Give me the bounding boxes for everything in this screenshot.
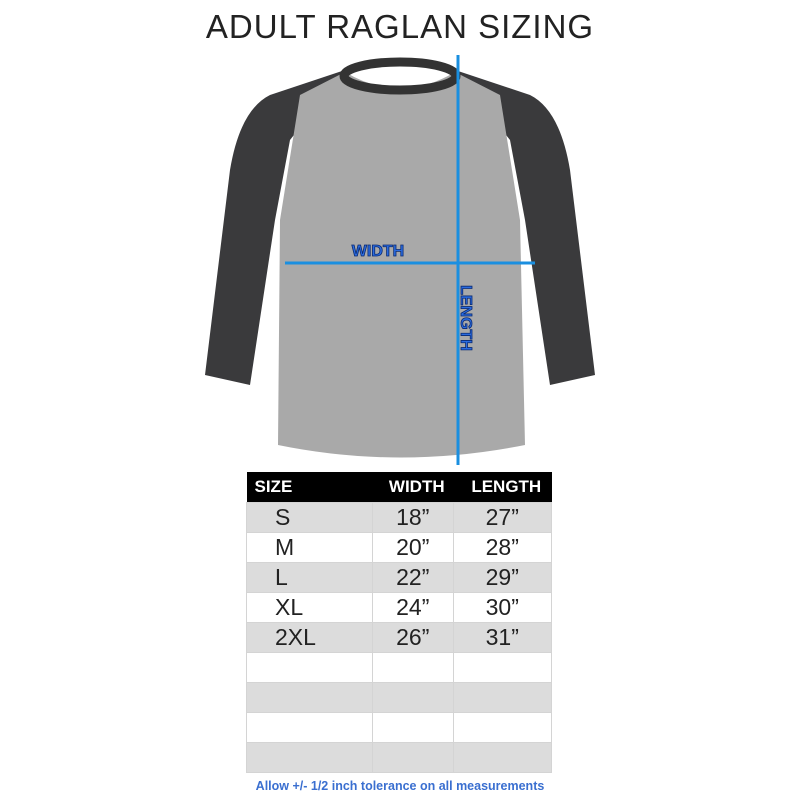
width-cell: 20” [372, 532, 454, 563]
width-cell [372, 682, 454, 713]
size-cell: L [246, 562, 373, 593]
size-cell: 2XL [246, 622, 373, 653]
size-cell [246, 712, 373, 743]
length-cell [452, 712, 553, 743]
length-label: LENGTH [457, 285, 474, 351]
table-header: SIZE WIDTH LENGTH [246, 472, 552, 503]
length-cell: 30” [452, 592, 553, 623]
page-title: ADULT RAGLAN SIZING [205, 8, 595, 45]
header-length: LENGTH [453, 472, 552, 503]
length-cell: 31” [452, 622, 553, 653]
left-sleeve [205, 70, 345, 385]
size-cell [246, 682, 373, 713]
length-cell: 27” [452, 502, 553, 533]
size-cell: XL [246, 592, 373, 623]
table-row: M 20” 28” [246, 532, 553, 563]
size-cell: S [246, 502, 373, 533]
width-cell: 26” [372, 622, 454, 653]
length-cell [452, 682, 553, 713]
collar [339, 57, 461, 95]
table-row: L 22” 29” [246, 562, 553, 593]
header-size: SIZE [246, 472, 373, 503]
table-row: XL 24” 30” [246, 592, 553, 623]
width-cell [372, 712, 454, 743]
table-row [246, 682, 553, 713]
table-row [246, 712, 553, 743]
table-row: 2XL 26” 31” [246, 622, 553, 653]
table-row [246, 742, 553, 773]
table-row [246, 652, 553, 683]
header-width: WIDTH [372, 472, 454, 503]
size-cell: M [246, 532, 373, 563]
width-cell: 18” [372, 502, 454, 533]
width-cell [372, 652, 454, 683]
length-cell [452, 652, 553, 683]
raglan-shirt-image: WIDTH LENGTH [205, 55, 595, 465]
width-label: WIDTH [352, 243, 404, 260]
length-cell: 29” [452, 562, 553, 593]
length-cell [452, 742, 553, 773]
size-cell [246, 652, 373, 683]
right-sleeve [455, 70, 595, 385]
tolerance-note: Allow +/- 1/2 inch tolerance on all meas… [255, 779, 545, 793]
width-cell: 24” [372, 592, 454, 623]
shirt-body [278, 72, 525, 458]
width-cell: 22” [372, 562, 454, 593]
length-cell: 28” [452, 532, 553, 563]
width-cell [372, 742, 454, 773]
size-chart-table: SIZE WIDTH LENGTH S 18” 27” M 20” 28” L 22” 29” X… [246, 472, 553, 773]
size-cell [246, 742, 373, 773]
table-row: S 18” 27” [246, 502, 553, 533]
